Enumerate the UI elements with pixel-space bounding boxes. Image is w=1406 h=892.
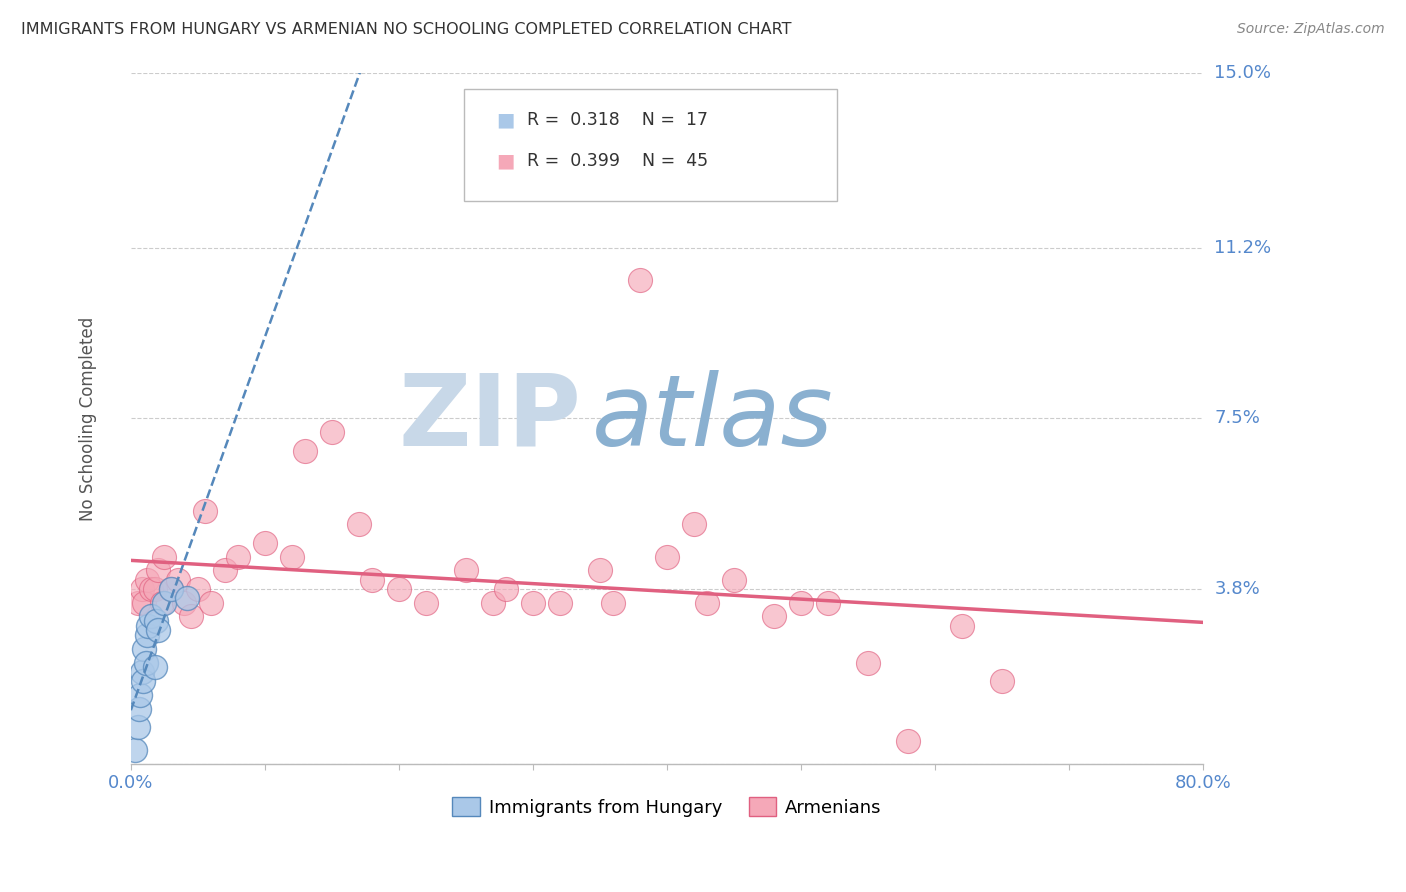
- Point: [124, 743, 146, 757]
- Point: [361, 573, 384, 587]
- Text: Source: ZipAtlas.com: Source: ZipAtlas.com: [1237, 22, 1385, 37]
- Point: [160, 582, 183, 596]
- Point: [143, 660, 166, 674]
- Point: [134, 641, 156, 656]
- Point: [187, 582, 209, 596]
- Point: [683, 517, 706, 532]
- Point: [723, 573, 745, 587]
- Point: [143, 582, 166, 596]
- Point: [321, 425, 343, 440]
- Text: ZIP: ZIP: [398, 370, 581, 467]
- Point: [160, 582, 183, 596]
- Point: [131, 665, 153, 679]
- Point: [139, 582, 162, 596]
- Point: [696, 596, 718, 610]
- Point: [135, 656, 157, 670]
- Point: [253, 535, 276, 549]
- Point: [173, 596, 195, 610]
- Point: [146, 624, 169, 638]
- Point: [602, 596, 624, 610]
- Point: [129, 688, 152, 702]
- Point: [194, 503, 217, 517]
- Text: 15.0%: 15.0%: [1215, 64, 1271, 82]
- Point: [136, 618, 159, 632]
- Text: 7.5%: 7.5%: [1215, 409, 1260, 427]
- Point: [131, 582, 153, 596]
- Point: [145, 614, 167, 628]
- Text: 3.8%: 3.8%: [1215, 580, 1260, 598]
- Point: [655, 549, 678, 564]
- Point: [763, 609, 786, 624]
- Point: [180, 609, 202, 624]
- Point: [628, 273, 651, 287]
- Point: [294, 443, 316, 458]
- Point: [991, 673, 1014, 688]
- Point: [347, 517, 370, 532]
- Text: ■: ■: [496, 151, 515, 170]
- Point: [139, 609, 162, 624]
- Text: R =  0.399    N =  45: R = 0.399 N = 45: [527, 152, 709, 169]
- Point: [166, 573, 188, 587]
- Point: [495, 582, 517, 596]
- Point: [589, 563, 612, 577]
- Point: [136, 573, 159, 587]
- Point: [128, 701, 150, 715]
- Text: ■: ■: [496, 111, 515, 130]
- Text: atlas: atlas: [592, 370, 834, 467]
- Point: [226, 549, 249, 564]
- Text: IMMIGRANTS FROM HUNGARY VS ARMENIAN NO SCHOOLING COMPLETED CORRELATION CHART: IMMIGRANTS FROM HUNGARY VS ARMENIAN NO S…: [21, 22, 792, 37]
- Point: [176, 591, 198, 605]
- Point: [548, 596, 571, 610]
- Legend: Immigrants from Hungary, Armenians: Immigrants from Hungary, Armenians: [446, 790, 889, 824]
- Point: [132, 673, 155, 688]
- Point: [134, 596, 156, 610]
- Point: [153, 596, 176, 610]
- Point: [415, 596, 437, 610]
- Point: [897, 733, 920, 747]
- Point: [481, 596, 503, 610]
- Text: No Schooling Completed: No Schooling Completed: [79, 317, 97, 521]
- Point: [790, 596, 813, 610]
- Text: R =  0.318    N =  17: R = 0.318 N = 17: [527, 112, 709, 129]
- Point: [856, 656, 879, 670]
- Point: [280, 549, 302, 564]
- Point: [127, 720, 149, 734]
- Point: [127, 596, 149, 610]
- Point: [454, 563, 477, 577]
- Point: [950, 618, 973, 632]
- Point: [146, 563, 169, 577]
- Text: 11.2%: 11.2%: [1215, 239, 1271, 257]
- Point: [153, 549, 176, 564]
- Point: [136, 628, 159, 642]
- Point: [200, 596, 222, 610]
- Point: [522, 596, 544, 610]
- Point: [817, 596, 839, 610]
- Point: [150, 596, 173, 610]
- Point: [388, 582, 411, 596]
- Point: [214, 563, 236, 577]
